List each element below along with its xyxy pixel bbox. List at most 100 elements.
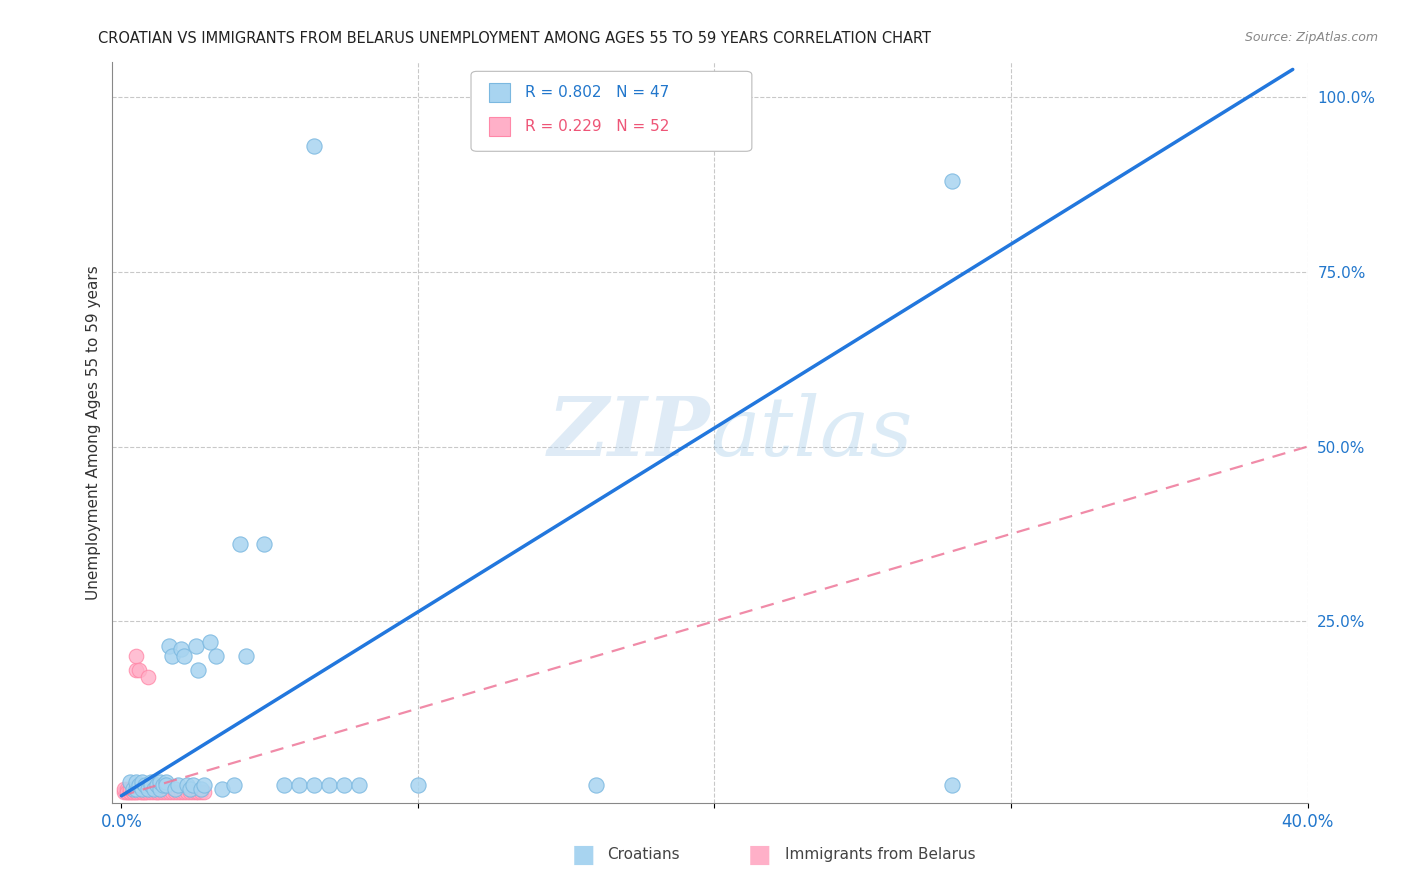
Text: ■: ■ bbox=[572, 843, 595, 866]
Point bbox=[128, 785, 150, 799]
Point bbox=[125, 663, 148, 677]
Point bbox=[149, 781, 172, 796]
Point bbox=[406, 778, 429, 792]
FancyBboxPatch shape bbox=[489, 83, 510, 102]
Point bbox=[302, 778, 325, 792]
Point bbox=[173, 649, 195, 664]
Point bbox=[941, 174, 963, 188]
Point bbox=[160, 785, 183, 799]
Text: Immigrants from Belarus: Immigrants from Belarus bbox=[785, 847, 976, 862]
Point bbox=[184, 785, 207, 799]
Point bbox=[170, 642, 193, 657]
Point bbox=[139, 781, 162, 796]
Point bbox=[166, 785, 188, 799]
Point bbox=[166, 778, 188, 792]
Point bbox=[157, 639, 180, 653]
Point bbox=[200, 635, 222, 649]
Point bbox=[179, 781, 201, 796]
Point bbox=[253, 537, 276, 551]
Point bbox=[134, 785, 156, 799]
Text: CROATIAN VS IMMIGRANTS FROM BELARUS UNEMPLOYMENT AMONG AGES 55 TO 59 YEARS CORRE: CROATIAN VS IMMIGRANTS FROM BELARUS UNEM… bbox=[98, 31, 931, 46]
Text: R = 0.802   N = 47: R = 0.802 N = 47 bbox=[524, 85, 669, 100]
Point bbox=[176, 785, 198, 799]
Point bbox=[193, 778, 215, 792]
Point bbox=[173, 785, 195, 799]
Point bbox=[333, 778, 356, 792]
Point bbox=[585, 778, 607, 792]
Point bbox=[146, 785, 169, 799]
Point bbox=[134, 785, 156, 799]
Text: Source: ZipAtlas.com: Source: ZipAtlas.com bbox=[1244, 31, 1378, 45]
Point bbox=[181, 778, 204, 792]
Point bbox=[569, 125, 592, 139]
Point bbox=[149, 785, 172, 799]
Point bbox=[187, 785, 209, 799]
Point bbox=[190, 785, 212, 799]
Point bbox=[120, 781, 142, 796]
Text: ■: ■ bbox=[748, 843, 770, 866]
Point bbox=[131, 775, 153, 789]
Point bbox=[155, 778, 177, 792]
Point bbox=[131, 781, 153, 796]
Point bbox=[112, 785, 135, 799]
Point bbox=[302, 139, 325, 153]
Point bbox=[131, 785, 153, 799]
Y-axis label: Unemployment Among Ages 55 to 59 years: Unemployment Among Ages 55 to 59 years bbox=[86, 265, 101, 600]
Point bbox=[149, 775, 172, 789]
Point bbox=[125, 781, 148, 796]
Point bbox=[125, 781, 148, 796]
Point bbox=[155, 781, 177, 796]
Point bbox=[136, 785, 159, 799]
Point bbox=[163, 785, 186, 799]
Point bbox=[152, 785, 174, 799]
Point bbox=[160, 649, 183, 664]
Point bbox=[125, 785, 148, 799]
Point bbox=[117, 781, 139, 796]
Point bbox=[139, 775, 162, 789]
Point bbox=[136, 781, 159, 796]
Point bbox=[193, 785, 215, 799]
Point bbox=[170, 785, 193, 799]
Point bbox=[187, 663, 209, 677]
Point bbox=[128, 663, 150, 677]
Point bbox=[125, 775, 148, 789]
Point bbox=[143, 781, 166, 796]
Point bbox=[149, 781, 172, 796]
Text: atlas: atlas bbox=[710, 392, 912, 473]
Point bbox=[229, 537, 252, 551]
Point bbox=[157, 785, 180, 799]
Point bbox=[146, 785, 169, 799]
Text: Croatians: Croatians bbox=[607, 847, 681, 862]
Point bbox=[139, 778, 162, 792]
Point bbox=[155, 775, 177, 789]
Point bbox=[117, 785, 139, 799]
Point bbox=[128, 781, 150, 796]
Point bbox=[120, 781, 142, 796]
Point bbox=[152, 778, 174, 792]
Point bbox=[125, 785, 148, 799]
Point bbox=[122, 785, 145, 799]
Point bbox=[120, 785, 142, 799]
FancyBboxPatch shape bbox=[471, 71, 752, 152]
Point bbox=[222, 778, 245, 792]
Point bbox=[120, 785, 142, 799]
Point bbox=[139, 785, 162, 799]
Point bbox=[163, 781, 186, 796]
Point bbox=[181, 785, 204, 799]
Point bbox=[117, 785, 139, 799]
Point bbox=[143, 781, 166, 796]
Point bbox=[941, 778, 963, 792]
Point bbox=[125, 649, 148, 664]
Point bbox=[131, 781, 153, 796]
Point bbox=[288, 778, 311, 792]
Point bbox=[273, 778, 295, 792]
Point bbox=[122, 785, 145, 799]
Point bbox=[128, 778, 150, 792]
Point bbox=[131, 785, 153, 799]
Point bbox=[146, 778, 169, 792]
Point bbox=[184, 639, 207, 653]
Point bbox=[190, 781, 212, 796]
Point bbox=[122, 781, 145, 796]
Point bbox=[122, 781, 145, 796]
FancyBboxPatch shape bbox=[489, 117, 510, 136]
